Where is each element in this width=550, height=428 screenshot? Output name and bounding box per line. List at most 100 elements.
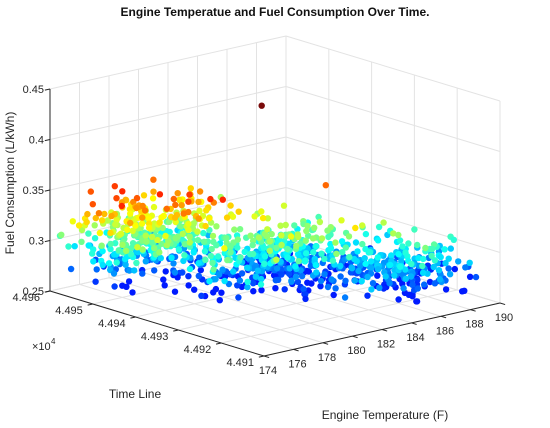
y-exponent-label: ×10 4: [32, 337, 56, 353]
x-axis-label: Engine Temperature (F): [322, 408, 449, 422]
data-point: [179, 230, 186, 237]
data-point: [142, 232, 149, 239]
data-point: [179, 269, 186, 276]
data-point: [163, 242, 170, 249]
data-point: [237, 254, 244, 261]
floor-grid-x: [108, 277, 324, 344]
data-point: [206, 278, 213, 285]
data-point: [186, 191, 193, 198]
z-tick-mark: [44, 189, 51, 192]
data-point: [216, 271, 223, 278]
y-tick-mark: [87, 303, 93, 306]
data-point: [85, 230, 92, 237]
data-point: [202, 222, 209, 230]
data-point: [409, 281, 416, 288]
side-grid-z: [285, 35, 501, 102]
y-tick-label: 4.492: [184, 344, 212, 356]
data-point: [163, 205, 170, 212]
data-point: [194, 237, 202, 244]
data-point: [133, 259, 140, 267]
data-point: [354, 248, 361, 255]
data-point: [195, 272, 202, 280]
data-point: [419, 262, 426, 270]
data-point: [364, 273, 371, 281]
data-point: [206, 215, 213, 222]
data-point: [223, 214, 231, 221]
data-point: [313, 243, 320, 250]
x-tick-label: 174: [259, 365, 277, 377]
data-point: [324, 283, 332, 291]
data-point: [348, 265, 356, 272]
data-point: [104, 217, 111, 224]
z-tick-labels: 0.25 0.3 0.35 0.4 0.45: [23, 84, 44, 298]
data-point: [266, 247, 273, 254]
data-point: [170, 260, 177, 267]
data-point: [231, 226, 238, 233]
data-point: [101, 210, 108, 218]
data-point: [185, 220, 192, 228]
data-point: [112, 221, 119, 228]
x-tick-mark: [293, 348, 299, 352]
data-point: [315, 213, 322, 221]
data-point: [284, 254, 291, 261]
data-point: [382, 273, 389, 280]
data-point: [196, 188, 204, 195]
data-point: [309, 235, 317, 242]
data-point: [428, 252, 435, 259]
data-point: [162, 268, 169, 275]
data-point: [252, 273, 260, 280]
data-point: [414, 285, 421, 292]
data-point: [402, 275, 410, 282]
back-grid-z: [49, 35, 287, 90]
data-point: [284, 245, 291, 253]
data-point: [329, 257, 337, 264]
data-point: [437, 253, 444, 261]
z-axis-label: Fuel Consumption (L/kWh): [3, 112, 17, 255]
data-point: [69, 218, 77, 225]
y-tick-label: 4.493: [141, 331, 169, 343]
data-point: [374, 237, 382, 244]
data-point: [395, 251, 402, 258]
data-point: [162, 232, 169, 240]
y-tick-label: 4.494: [98, 318, 126, 330]
data-point: [441, 246, 448, 253]
data-point: [133, 194, 141, 202]
y-tick-labels: 4.491 4.492 4.493 4.494 4.495 4.496: [12, 292, 254, 369]
data-point: [429, 245, 436, 253]
x-tick-label: 178: [318, 352, 336, 364]
data-point: [202, 256, 209, 263]
data-point: [399, 243, 406, 250]
y-tick-mark: [215, 342, 222, 345]
data-point: [258, 287, 265, 294]
data-point: [402, 266, 409, 273]
data-point: [209, 232, 217, 240]
data-point: [305, 232, 312, 239]
data-point: [376, 284, 383, 291]
data-point: [364, 292, 371, 299]
data-point: [140, 192, 148, 199]
data-point: [149, 240, 157, 247]
data-point: [346, 253, 353, 261]
data-point: [227, 202, 234, 209]
data-point: [139, 246, 146, 253]
data-point: [426, 278, 434, 286]
data-point: [176, 196, 183, 203]
data-point: [249, 250, 257, 258]
data-point: [419, 269, 427, 276]
data-point: [293, 242, 300, 249]
data-point: [355, 267, 362, 275]
data-point: [89, 201, 97, 208]
data-point: [150, 176, 157, 183]
data-point: [374, 272, 381, 279]
data-point: [124, 226, 131, 233]
data-point: [421, 281, 428, 288]
data-point: [259, 214, 267, 222]
x-tick-label: 182: [377, 339, 395, 351]
data-point: [308, 280, 315, 287]
data-point: [362, 260, 369, 267]
data-point: [236, 226, 244, 233]
data-point: [367, 258, 375, 265]
data-point: [422, 244, 429, 252]
data-point: [430, 263, 437, 271]
data-point: [224, 256, 231, 264]
